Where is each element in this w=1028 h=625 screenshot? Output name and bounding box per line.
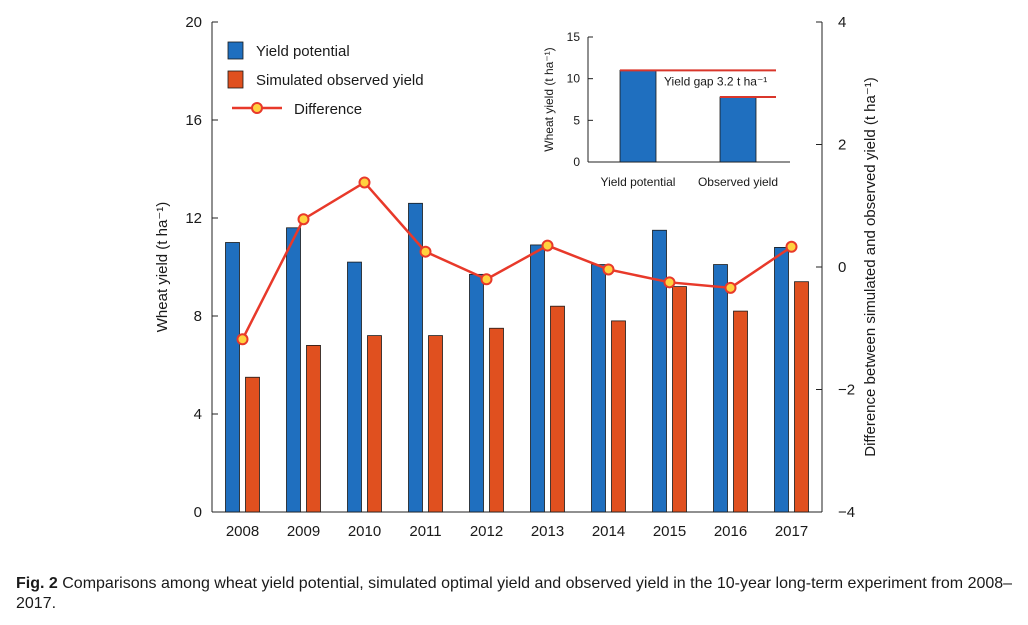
difference-point [236, 333, 249, 346]
inset-y-tick-label: 0 [573, 155, 580, 169]
bar-simulated-observed [794, 281, 809, 513]
bar-yield-potential [591, 264, 606, 513]
bar-yield-potential [225, 242, 240, 513]
legend-label-difference: Difference [294, 101, 362, 118]
bar-simulated-observed [245, 376, 260, 513]
difference-point [541, 239, 554, 252]
bar-yield-potential [713, 264, 728, 513]
bar-simulated-observed [428, 335, 443, 513]
difference-point [480, 273, 493, 286]
x-tick-label: 2017 [775, 523, 808, 540]
bar-yield-potential [347, 261, 362, 513]
bar-simulated-observed [672, 286, 687, 513]
inset-y-tick-label: 15 [567, 30, 581, 44]
x-tick-label: 2015 [653, 523, 686, 540]
legend-label-simulated-observed: Simulated observed yield [256, 72, 424, 89]
bar-yield-potential [408, 202, 423, 513]
x-tick-label: 2008 [226, 523, 259, 540]
inset-y-tick-label: 10 [567, 72, 581, 86]
caption-text: Comparisons among wheat yield potential,… [16, 575, 1013, 612]
difference-point [724, 281, 737, 294]
y-tick-label: 20 [185, 14, 202, 31]
x-tick-label: 2013 [531, 523, 564, 540]
difference-point [785, 240, 798, 253]
y-axis-title: Wheat yield (t ha⁻¹) [154, 202, 171, 332]
difference-point [297, 213, 310, 226]
x-tick-label: 2010 [348, 523, 381, 540]
legend-swatch-simulated-observed [227, 70, 244, 89]
y-tick-label: 4 [194, 406, 202, 423]
bar-simulated-observed [611, 320, 626, 513]
inset-bar [719, 96, 757, 163]
x-tick-label: 2016 [714, 523, 747, 540]
inset-x-tick-label: Yield potential [601, 175, 676, 189]
bar-simulated-observed [367, 335, 382, 513]
legend-label-yield-potential: Yield potential [256, 43, 350, 60]
y-tick-label: 12 [185, 210, 202, 227]
figure-caption: Fig. 2 Comparisons among wheat yield pot… [16, 574, 1021, 614]
bar-yield-potential [469, 273, 484, 513]
y-right-tick-label: 4 [838, 14, 846, 31]
difference-point [602, 263, 615, 276]
bar-simulated-observed [550, 305, 565, 513]
inset-yield-gap-annotation: Yield gap 3.2 t ha⁻¹ [664, 75, 767, 89]
inset-bar [619, 69, 657, 163]
difference-line [241, 180, 793, 340]
bar-yield-potential [652, 229, 667, 513]
bar-yield-potential [530, 244, 545, 513]
bar-simulated-observed [733, 310, 748, 513]
bar-simulated-observed [489, 327, 504, 513]
y-right-tick-label: 0 [838, 259, 846, 276]
legend-marker-difference [251, 102, 263, 114]
difference-point [358, 176, 371, 189]
inset-x-tick-label: Observed yield [698, 175, 778, 189]
y-tick-label: 8 [194, 308, 202, 325]
y-tick-label: 16 [185, 112, 202, 129]
y-tick-label: 0 [194, 504, 202, 521]
y-right-tick-label: −4 [838, 504, 855, 521]
y-right-tick-label: −2 [838, 382, 855, 399]
bar-yield-potential [774, 246, 789, 513]
difference-point [663, 276, 676, 289]
legend-swatch-yield-potential [227, 41, 244, 60]
x-tick-label: 2012 [470, 523, 503, 540]
y-right-axis-title: Difference between simulated and observe… [862, 77, 879, 457]
bar-simulated-observed [306, 344, 321, 513]
chart: 0 4 8 12 16 20 −4 −2 0 2 4 Wheat yield (t ha⁻¹) Diff… [154, 14, 879, 540]
x-tick-label: 2014 [592, 523, 625, 540]
x-tick-label: 2009 [287, 523, 320, 540]
y-right-tick-label: 2 [838, 137, 846, 154]
caption-label: Fig. 2 [16, 575, 58, 592]
bar-yield-potential [286, 227, 301, 513]
x-tick-label: 2011 [409, 523, 441, 540]
difference-point [419, 245, 432, 258]
inset-y-tick-label: 5 [573, 113, 580, 127]
inset-y-axis-title: Wheat yield (t ha⁻¹) [542, 47, 556, 151]
